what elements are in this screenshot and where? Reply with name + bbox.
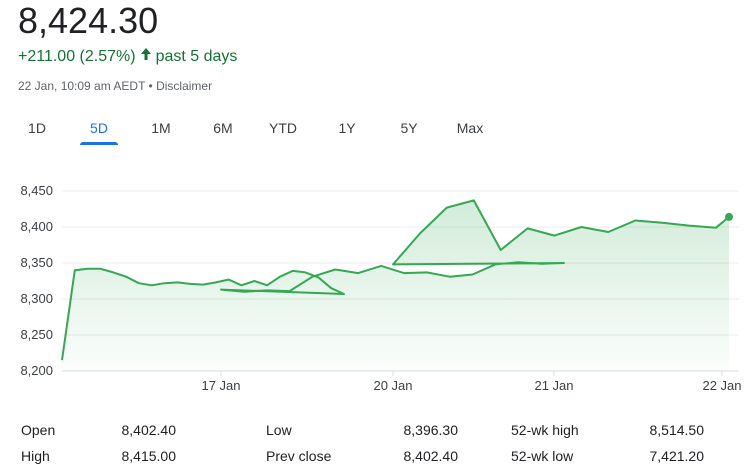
stats-table: Open 8,402.40 High 8,415.00 Low 8,396.30…: [0, 414, 753, 473]
stat-value-52wk-low: 7,421.20: [649, 448, 705, 464]
x-tick-label: 21 Jan: [534, 378, 573, 393]
tab-5y[interactable]: 5Y: [400, 120, 418, 136]
last-price-dot: [725, 212, 733, 221]
stat-value-open: 8,402.40: [121, 422, 177, 438]
stat-label-low: Low: [266, 422, 292, 438]
price-line: [61, 199, 730, 361]
tab-1d[interactable]: 1D: [28, 120, 46, 136]
x-tick-label: 17 Jan: [201, 378, 240, 393]
tab-1m[interactable]: 1M: [151, 120, 171, 136]
tab-ytd[interactable]: YTD: [269, 120, 297, 136]
stat-label-prev-close: Prev close: [266, 448, 332, 464]
price-change-row: +211.00 (2.57%) past 5 days: [18, 46, 237, 68]
stat-label-open: Open: [21, 422, 56, 438]
stat-value-52wk-high: 8,514.50: [649, 422, 705, 438]
tab-6m[interactable]: 6M: [213, 120, 233, 136]
separator-dot: •: [148, 79, 153, 93]
disclaimer-link[interactable]: Disclaimer: [156, 79, 213, 93]
x-tick-label: 22 Jan: [702, 378, 741, 393]
stat-value-low: 8,396.30: [403, 422, 459, 438]
y-tick-label: 8,450: [20, 183, 53, 198]
y-tick-label: 8,400: [20, 219, 53, 234]
stat-label-52wk-high: 52-wk high: [511, 422, 579, 438]
current-price: 8,424.30: [18, 0, 159, 41]
y-tick-label: 8,200: [20, 363, 53, 378]
stat-label-52wk-low: 52-wk low: [511, 448, 574, 464]
stat-value-high: 8,415.00: [121, 448, 177, 464]
y-tick-label: 8,250: [20, 327, 53, 342]
x-tick-label: 20 Jan: [373, 378, 412, 393]
price-area: [62, 200, 729, 371]
y-tick-label: 8,300: [20, 291, 53, 306]
tab-1y[interactable]: 1Y: [338, 120, 356, 136]
tab-max[interactable]: Max: [456, 120, 484, 136]
timestamp: 22 Jan, 10:09 am AEDT: [18, 79, 146, 93]
range-tabs: 1D 5D 1M 6M YTD 1Y 5Y Max: [18, 114, 490, 145]
change-period: past 5 days: [155, 48, 238, 65]
y-tick-label: 8,350: [20, 255, 53, 270]
stat-value-prev-close: 8,402.40: [403, 448, 459, 464]
price-chart[interactable]: 8,450 8,400 8,350 8,300 8,250 8,200 17 Jan 20 J…: [0, 170, 753, 400]
tab-5d[interactable]: 5D: [80, 114, 118, 145]
price-chart-svg: 8,450 8,400 8,350 8,300 8,250 8,200 17 Jan 20 J…: [20, 183, 741, 393]
up-arrow-icon: [140, 46, 152, 68]
price-change: +211.00 (2.57%): [18, 48, 136, 65]
stat-label-high: High: [21, 448, 50, 464]
timestamp-row: 22 Jan, 10:09 am AEDT • Disclaimer: [18, 78, 212, 94]
